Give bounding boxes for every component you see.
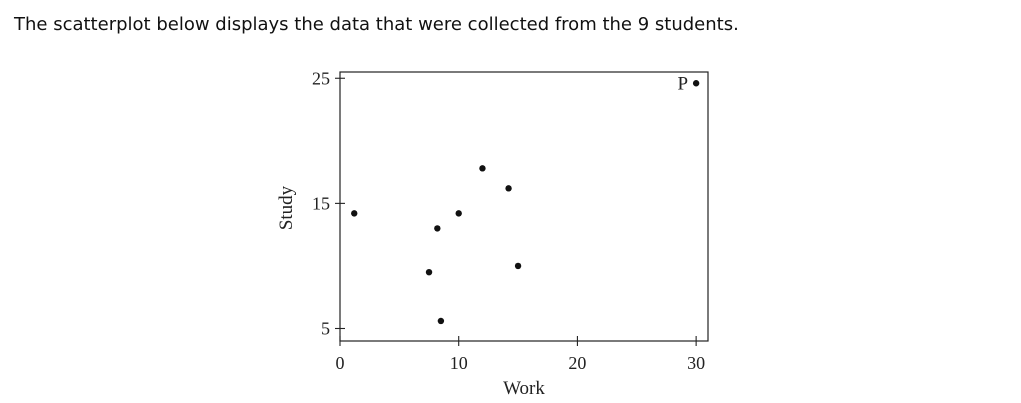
x-axis-ticks: 0 10 20 30 xyxy=(336,336,705,373)
data-point xyxy=(514,262,522,270)
data-point xyxy=(351,210,358,217)
data-point xyxy=(425,268,433,276)
data-point xyxy=(437,317,445,325)
y-tick-label: 25 xyxy=(312,68,330,88)
x-tick-label: 10 xyxy=(450,353,468,373)
data-point xyxy=(479,165,486,172)
y-axis-label: Study xyxy=(276,185,297,230)
x-tick-label: 30 xyxy=(687,353,705,373)
x-axis-label: Work xyxy=(503,378,545,399)
data-point xyxy=(434,225,441,232)
x-tick-label: 20 xyxy=(568,353,586,373)
data-point xyxy=(692,80,700,87)
point-label: P xyxy=(678,73,689,94)
y-tick-label: 5 xyxy=(321,318,330,338)
data-points: P xyxy=(351,73,700,325)
data-point xyxy=(505,185,512,192)
y-tick-label: 15 xyxy=(312,193,330,213)
caption: The scatterplot below displays the data … xyxy=(14,14,739,35)
plot-frame xyxy=(339,71,709,342)
y-axis-ticks: 5 15 25 xyxy=(312,68,345,338)
data-point xyxy=(455,210,462,217)
x-tick-label: 0 xyxy=(336,353,345,373)
